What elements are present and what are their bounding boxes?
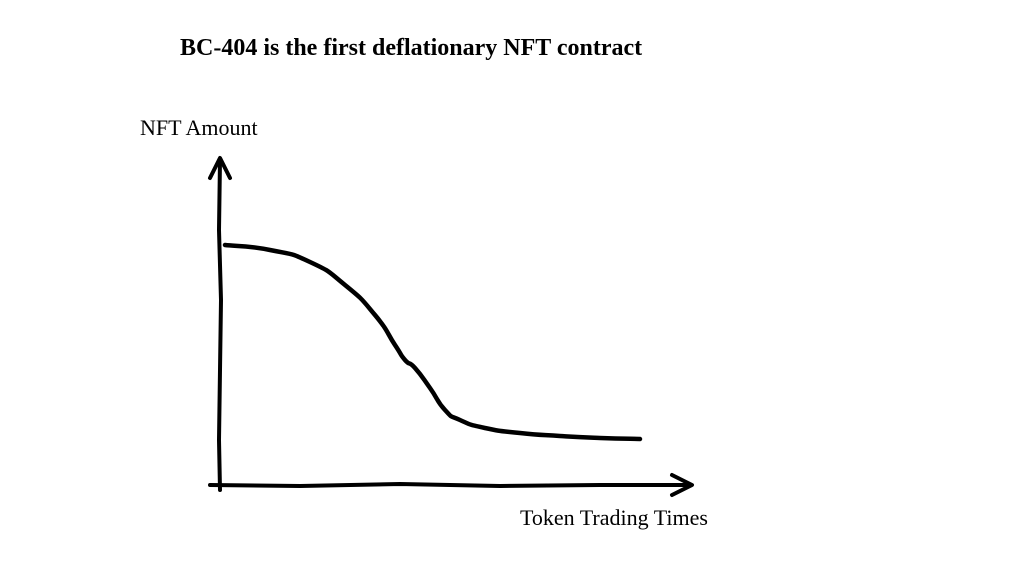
- x-axis-line: [210, 484, 690, 486]
- chart-title: BC-404 is the first deflationary NFT con…: [180, 35, 642, 62]
- y-axis-line: [219, 160, 221, 490]
- data-curve: [225, 245, 640, 439]
- y-axis-label: NFT Amount: [140, 115, 258, 141]
- chart-canvas: [180, 150, 720, 510]
